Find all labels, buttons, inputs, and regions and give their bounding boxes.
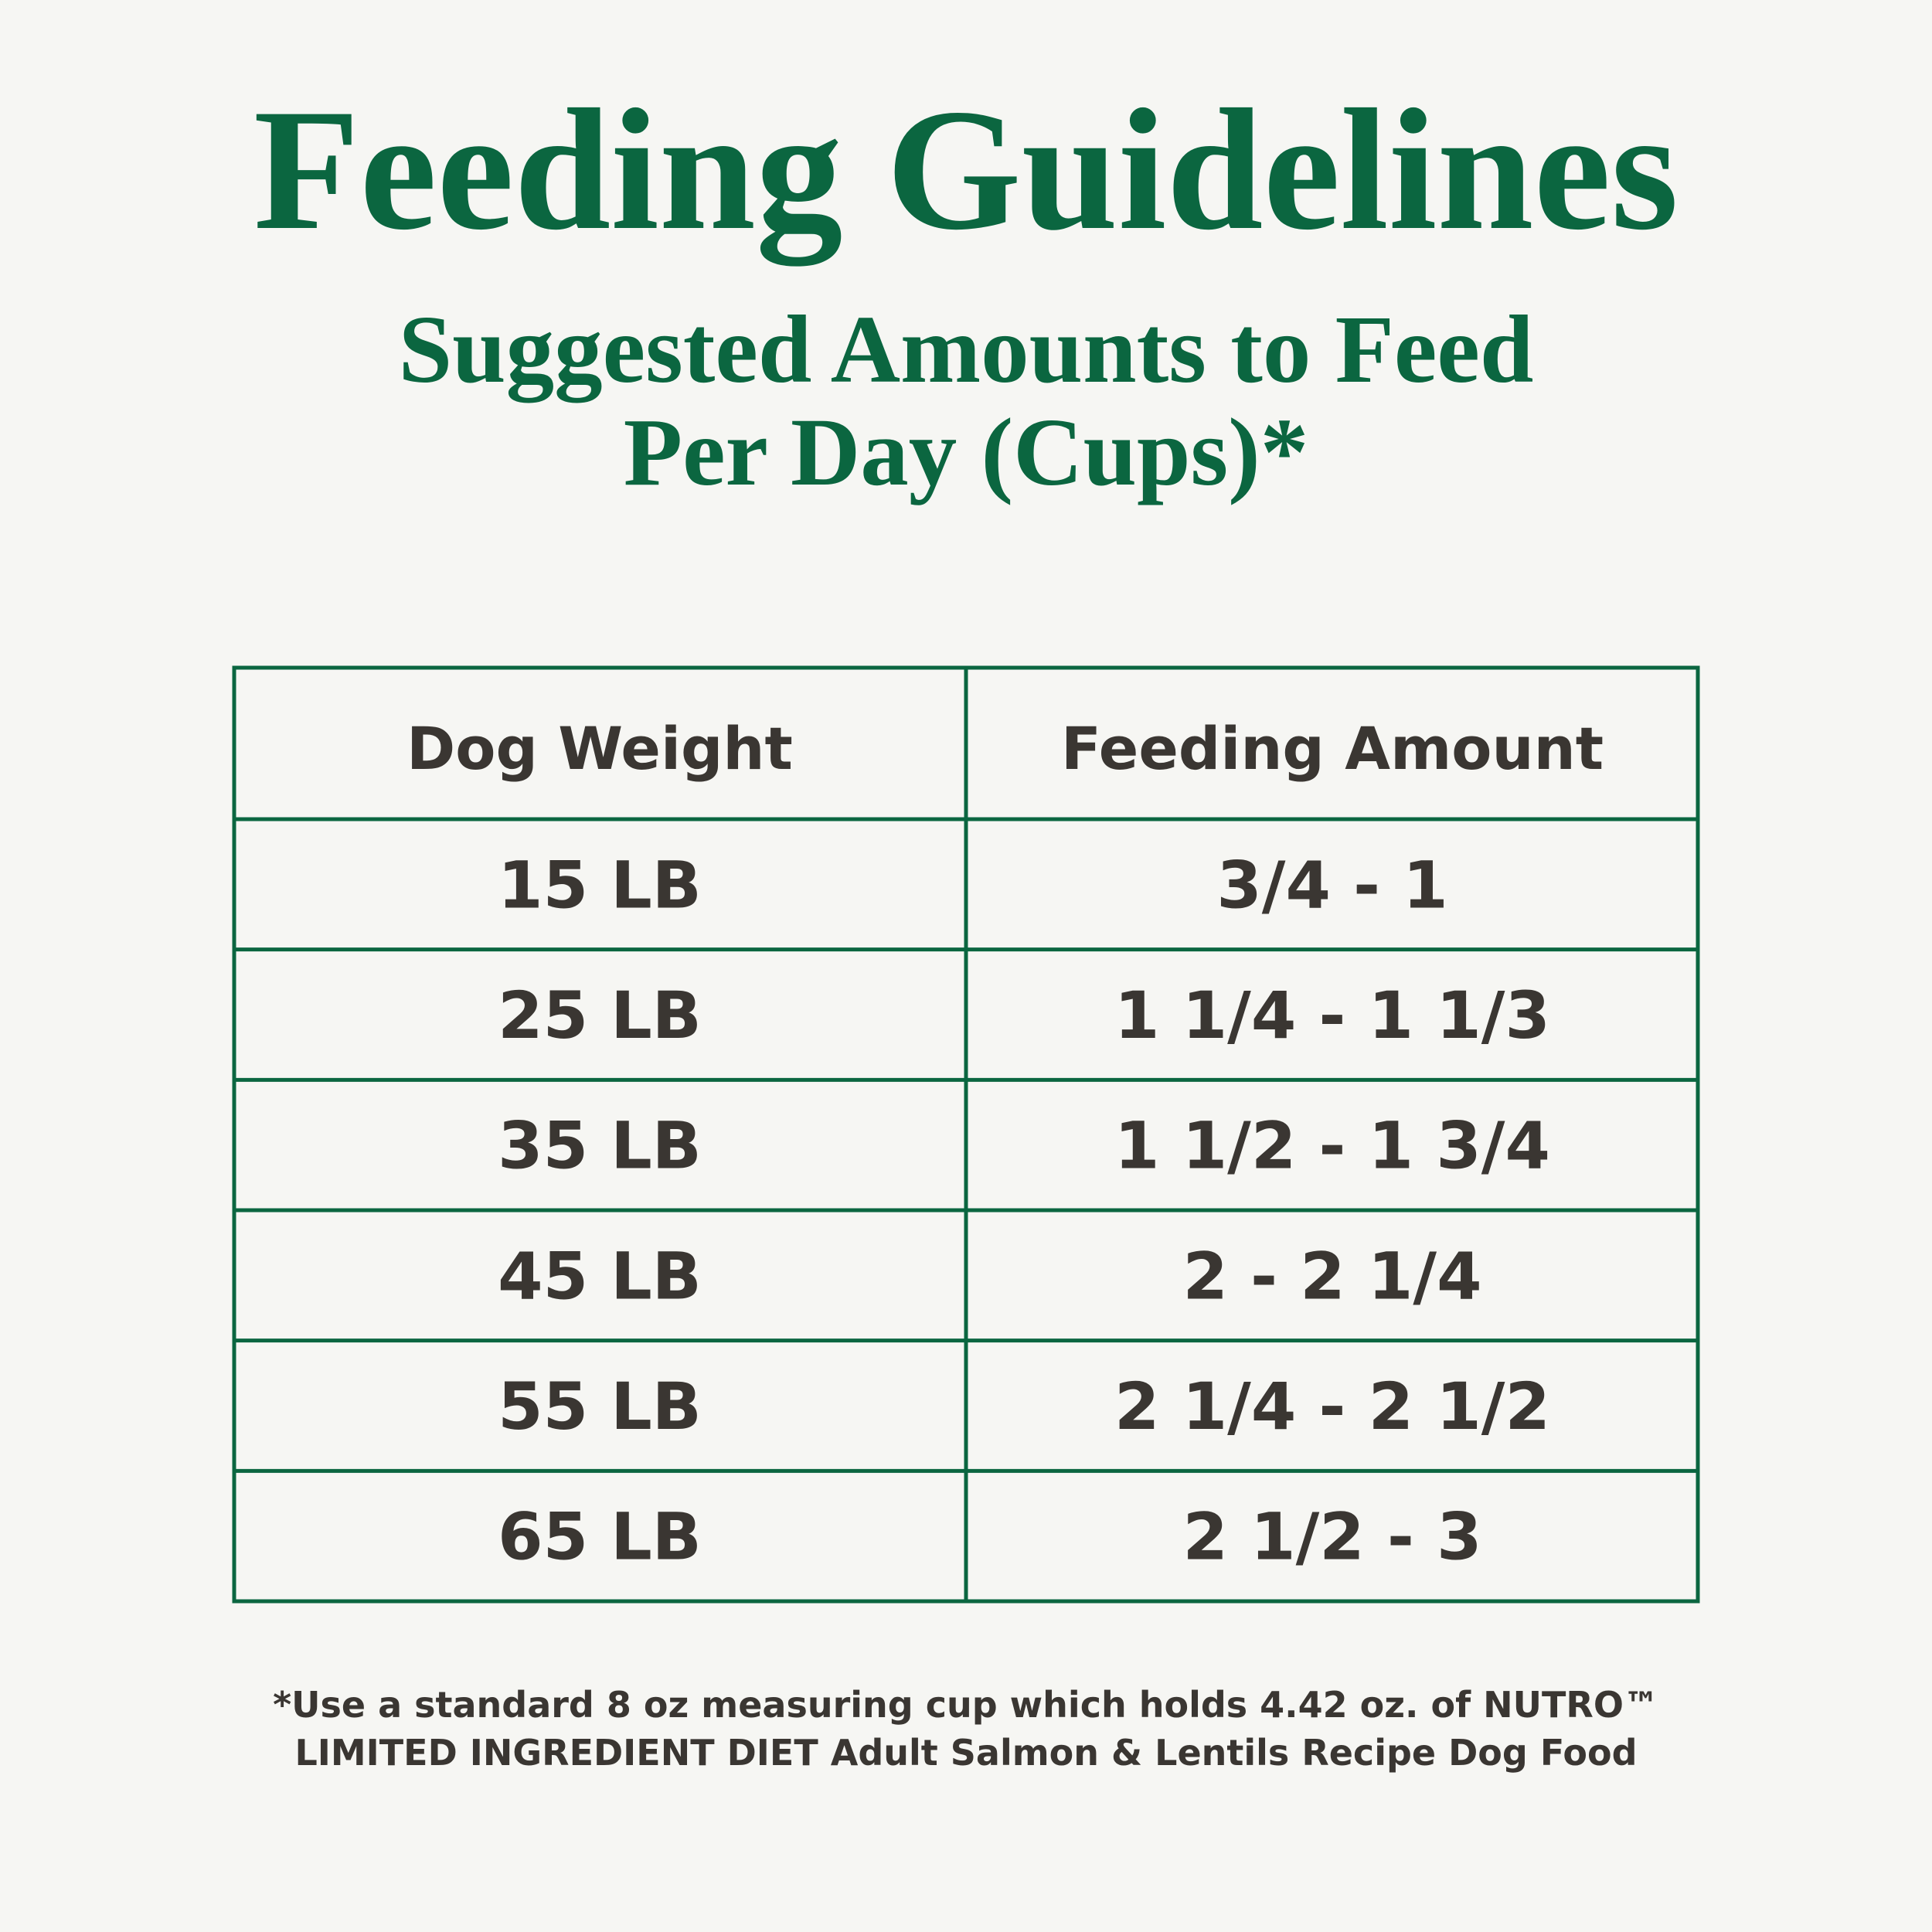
cell: 2 1/2 - 3 [1182,1499,1481,1575]
cell: 35 LB [498,1108,702,1184]
column-header: Feeding Amount [1061,714,1604,783]
title: Feeding Guidelines [253,73,1679,267]
subtitle: Per Day (Cups)* [624,400,1309,506]
cell: 55 LB [498,1369,702,1444]
cell: 65 LB [498,1499,702,1575]
column-header: Dog Weight [406,714,793,783]
cell: 15 LB [498,847,702,923]
cell: 1 1/2 - 1 3/4 [1114,1108,1550,1184]
footnote: *Use a standard 8 oz measuring cup which… [273,1684,1659,1726]
cell: 2 - 2 1/4 [1182,1238,1481,1314]
subtitle: Suggested Amounts to Feed [399,297,1534,403]
footnote: LIMITED INGREDIENT DIET Adult Salmon & L… [294,1732,1637,1774]
cell: 25 LB [498,978,702,1053]
cell: 1 1/4 - 1 1/3 [1114,978,1550,1053]
cell: 45 LB [498,1238,702,1314]
cell: 2 1/4 - 2 1/2 [1114,1369,1550,1444]
table: Dog Weight Feeding Amount 15 LB 3/4 - 1 25 L… [232,665,1700,1604]
cell: 3/4 - 1 [1216,847,1447,923]
